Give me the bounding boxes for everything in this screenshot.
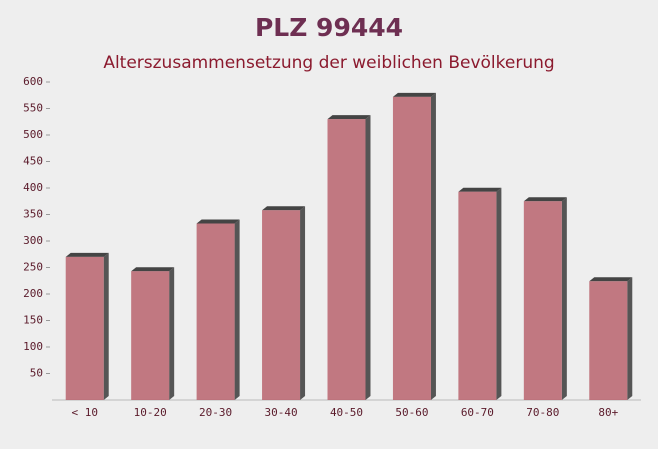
bar-side [496,187,502,400]
x-tick-label: 50-60 [395,406,428,419]
bar-side [430,92,436,400]
bar-side [365,115,371,400]
y-tick-label: 350 [23,208,43,221]
bar-side [103,252,109,400]
x-tick-label: 40-50 [330,406,363,419]
bar-side [169,267,175,400]
y-tick-label: 250 [23,261,43,274]
bar [196,223,235,400]
x-tick-label: 30-40 [264,406,297,419]
x-tick-label: 10-20 [134,406,167,419]
y-tick-label: 450 [23,155,43,168]
y-tick-label: 400 [23,181,43,194]
y-tick-label: 100 [23,340,43,353]
bar-top [327,115,371,120]
bar [65,256,104,400]
bar [589,281,628,400]
y-tick-label: 200 [23,287,43,300]
x-tick-label: 70-80 [526,406,559,419]
y-tick-label: 150 [23,314,43,327]
y-tick-label: 600 [23,75,43,88]
bar-side [627,277,633,400]
x-tick-label: 60-70 [461,406,494,419]
chart-title: PLZ 99444 [255,13,403,42]
y-tick-label: 50 [30,367,43,380]
bar-side [300,206,306,400]
bar-top [262,206,306,211]
bar-top [392,92,436,97]
bar [327,119,366,400]
bar-top [458,187,502,192]
x-tick-label: 80+ [598,406,618,419]
bar-top [589,277,633,282]
bar [262,210,301,400]
y-tick-label: 550 [23,102,43,115]
bar-side [561,197,567,400]
x-tick-label: < 10 [71,406,98,419]
chart-subtitle: Alterszusammensetzung der weiblichen Bev… [103,53,554,73]
bar-side [234,219,240,400]
bar [523,201,562,400]
bar [131,271,170,400]
bar [458,191,497,400]
bar-top [196,219,240,224]
bar-top [65,252,109,257]
y-tick-label: 500 [23,128,43,141]
x-tick-label: 20-30 [199,406,232,419]
bar-top [131,267,175,272]
bar-top [523,197,567,202]
y-tick-label: 300 [23,234,43,247]
bar [392,96,431,400]
